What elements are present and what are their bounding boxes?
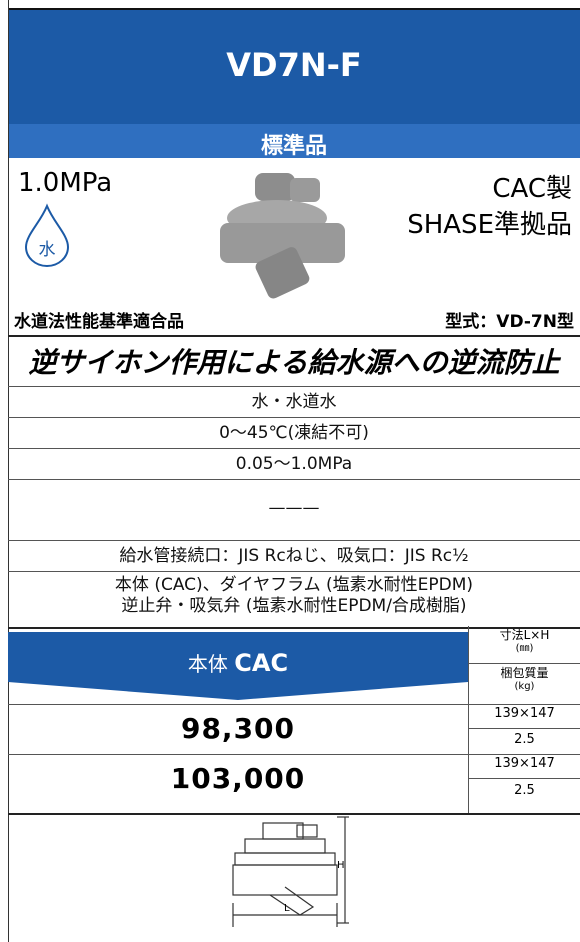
spec-material-line: 逆止弁・吸気弁 (塩素水耐性EPDM/合成樹脂): [121, 596, 467, 616]
model: 型式：VD-7N型: [445, 312, 574, 332]
spec-materials: 本体 (CAC)、ダイヤフラム (塩素水耐性EPDM) 逆止弁・吸気弁 (塩素水…: [8, 572, 580, 629]
subtitle-band: [8, 124, 580, 158]
length-label: L: [284, 903, 290, 914]
weight-header: 梱包質量 (kg): [469, 667, 580, 693]
left-border: [8, 0, 9, 942]
body-label: 本体: [187, 652, 228, 676]
subtitle: 標準品: [260, 134, 327, 159]
column-line: [468, 626, 469, 814]
top-margin: [0, 0, 580, 8]
price-banner-label: 本体 CAC: [8, 648, 468, 677]
title: VD7N-F: [226, 46, 362, 84]
weight: 2.5: [514, 783, 535, 798]
spec-temperature: 0〜45℃(凍結不可): [8, 418, 580, 449]
height-label: H: [337, 860, 345, 871]
standard: SHASE準拠品: [407, 210, 572, 240]
weight-unit: (kg): [514, 681, 535, 692]
dimensions: 139×147: [469, 706, 580, 729]
material: CAC製: [492, 174, 572, 204]
certification: 水道法性能基準適合品: [14, 312, 184, 332]
spec-blank: ———: [8, 480, 580, 541]
product-photo: [220, 173, 345, 299]
divider: [8, 335, 580, 337]
row-line: [8, 704, 580, 705]
dim-label: 寸法L×H: [499, 628, 550, 642]
row-line: [8, 754, 580, 755]
feature: 逆サイホン作用による給水源への逆流防止: [28, 346, 560, 379]
spec-medium: 水・水道水: [8, 387, 580, 418]
body-material: CAC: [234, 649, 289, 677]
divider: [8, 386, 580, 387]
weight-label: 梱包質量: [500, 666, 549, 680]
pressure: 1.0MPa: [18, 168, 113, 198]
spec-pressure: 0.05〜1.0MPa: [8, 449, 580, 480]
weight: 2.5: [514, 732, 535, 747]
header-band: [8, 8, 580, 124]
row-line: [8, 813, 580, 815]
spec-material-line: 本体 (CAC)、ダイヤフラム (塩素水耐性EPDM): [114, 575, 474, 595]
spec-connection: 給水管接続口：JIS Rcねじ、吸気口：JIS Rc½: [8, 541, 580, 572]
price-banner: [8, 632, 468, 700]
price: 103,000: [170, 762, 306, 795]
water-drop-icon: [24, 203, 70, 267]
dim-unit: (㎜): [515, 643, 534, 654]
water-icon-label: 水: [38, 240, 56, 260]
dimension-drawing: [232, 816, 349, 927]
price: 98,300: [180, 712, 296, 745]
dimensions: 139×147: [469, 756, 580, 779]
dim-header: 寸法L×H (㎜): [469, 629, 580, 664]
